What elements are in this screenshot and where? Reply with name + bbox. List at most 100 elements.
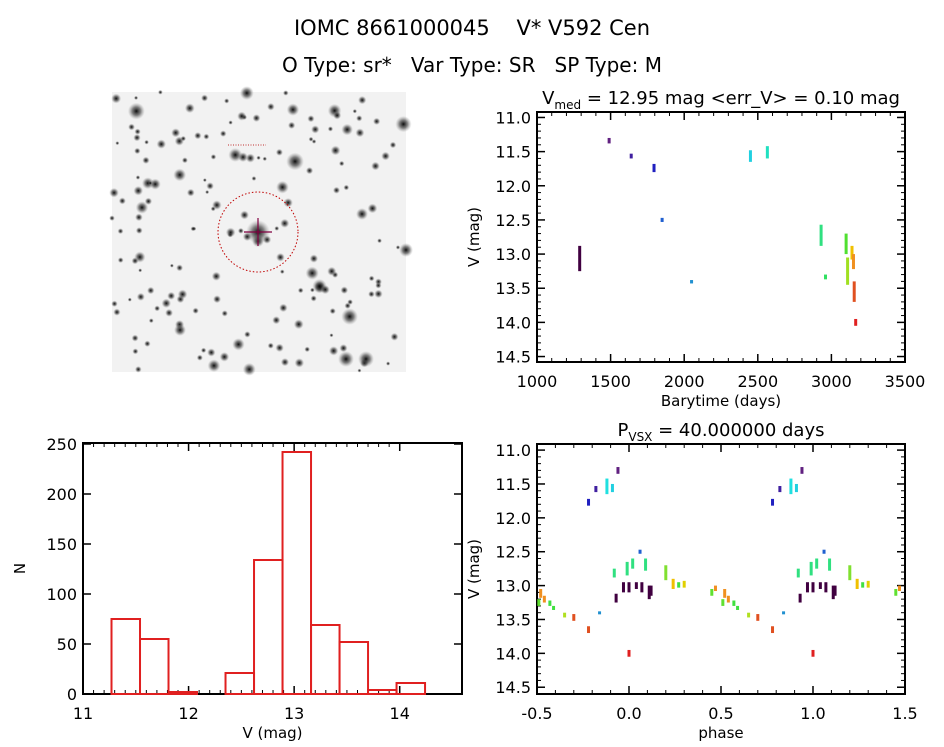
star	[117, 228, 124, 235]
star	[340, 286, 349, 295]
data-point	[782, 611, 786, 615]
star	[219, 130, 227, 137]
star	[357, 368, 362, 373]
star	[244, 331, 251, 338]
data-point	[747, 612, 751, 618]
x-tick-label: 1000	[517, 372, 558, 391]
data-point	[616, 467, 620, 474]
star	[133, 95, 139, 100]
x-tick-label: 2000	[664, 372, 705, 391]
data-point	[721, 599, 725, 606]
star	[109, 215, 115, 222]
star	[395, 115, 412, 133]
star	[157, 89, 163, 95]
histogram-chart: 11 12 13 14 0 50 100 150 200 250 V (mag) N	[11, 435, 463, 742]
data-point	[748, 150, 752, 162]
star	[304, 346, 311, 353]
data-point	[594, 486, 598, 493]
star	[341, 123, 354, 136]
star	[148, 318, 154, 324]
star	[192, 307, 199, 314]
star	[156, 139, 167, 149]
y-tick-label: 100	[46, 585, 77, 604]
histogram-bar	[281, 451, 313, 695]
y-axis-label: V (mag)	[465, 539, 483, 599]
data-point	[811, 649, 815, 657]
y-tick-label: 13.5	[495, 610, 531, 629]
star	[275, 343, 284, 353]
data-point	[638, 549, 642, 554]
bright-star	[338, 351, 354, 367]
data-point	[682, 580, 686, 588]
data-point	[563, 612, 567, 618]
histogram-bar	[253, 559, 284, 695]
data-point	[671, 578, 675, 589]
star	[117, 257, 124, 264]
x-tick-label: 0.5	[708, 704, 733, 723]
star	[237, 227, 244, 234]
y-tick-label: 14.0	[495, 313, 531, 332]
star	[330, 145, 341, 156]
histogram-bar	[139, 638, 170, 695]
star	[375, 282, 382, 289]
star	[343, 184, 350, 191]
histogram-bar	[110, 618, 142, 695]
histogram-bar	[395, 682, 427, 695]
star	[205, 190, 210, 195]
star	[203, 133, 210, 140]
data-point	[794, 483, 798, 493]
star	[275, 148, 283, 156]
aperture-circle	[217, 191, 299, 273]
star	[167, 291, 176, 300]
y-tick-label: 50	[57, 635, 77, 654]
star	[228, 147, 243, 162]
star	[210, 154, 217, 160]
star	[211, 271, 221, 281]
y-tick-label: 14.5	[495, 348, 531, 367]
data-point	[625, 561, 629, 576]
data-point	[855, 578, 859, 589]
star	[134, 147, 141, 155]
data-point	[850, 245, 854, 260]
star	[132, 348, 139, 355]
page-title: IOMC 8661000045 V* V592 Cen	[293, 16, 651, 40]
title-main: V	[542, 88, 555, 109]
star	[252, 114, 261, 123]
star	[135, 227, 143, 234]
x-axis-label: V (mag)	[242, 724, 302, 742]
star	[232, 338, 245, 351]
y-tick-label: 12.5	[495, 543, 531, 562]
data-point	[598, 611, 602, 615]
data-point	[851, 254, 855, 270]
star	[311, 139, 317, 144]
y-tick-label: 13.0	[495, 245, 531, 264]
y-tick-label: 200	[46, 485, 77, 504]
star	[329, 307, 336, 315]
star	[395, 245, 401, 250]
star	[327, 266, 337, 276]
data-point	[587, 626, 591, 634]
x-tick-label: 2500	[737, 372, 778, 391]
x-tick-label: 13	[284, 704, 304, 723]
page-subtitle: O Type: sr* Var Type: SR SP Type: M	[282, 53, 662, 77]
star	[111, 93, 122, 104]
star	[207, 359, 221, 373]
data-point	[660, 217, 664, 222]
star	[147, 286, 155, 295]
star	[228, 120, 233, 125]
title-rest: = 40.000000 days	[652, 420, 824, 441]
star	[274, 225, 280, 231]
star	[109, 187, 119, 198]
x-axis-label: Barytime (days)	[661, 392, 781, 410]
star	[389, 141, 397, 149]
data-point	[605, 478, 609, 495]
data-point	[537, 599, 541, 606]
star	[368, 275, 375, 282]
star	[165, 308, 174, 317]
star	[381, 151, 390, 161]
data-point	[798, 593, 802, 603]
data-point	[631, 558, 635, 569]
star	[242, 362, 256, 376]
data-point	[578, 245, 582, 272]
